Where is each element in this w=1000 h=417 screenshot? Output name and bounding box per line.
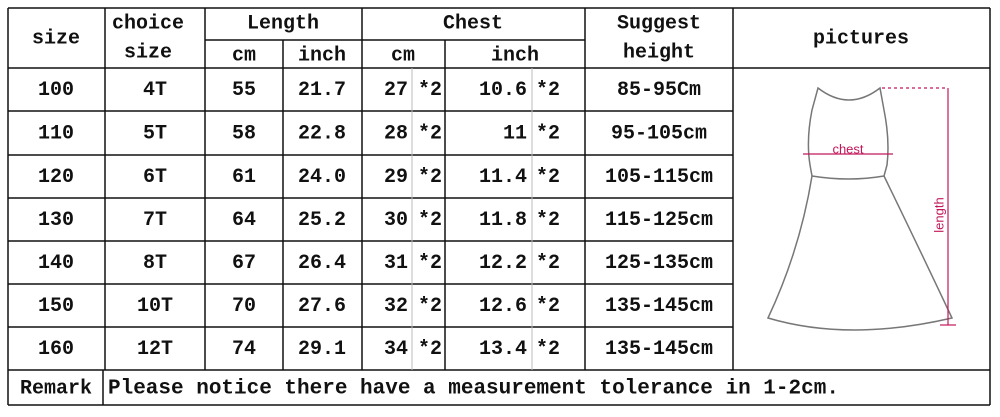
table-cell: 6T: [143, 166, 167, 189]
table-cell: 67: [232, 252, 256, 275]
table-cell: *2: [536, 166, 560, 189]
table-cell: 7T: [143, 209, 167, 232]
table-cell: 29.1: [298, 338, 346, 361]
table-cell: 135-145cm: [605, 338, 713, 361]
table-cell: 11.4: [479, 166, 527, 189]
header-cell: Suggest: [617, 12, 701, 35]
header-cell: choice: [112, 12, 184, 35]
table-cell: 11: [503, 122, 527, 145]
subheader-cell: cm: [232, 44, 256, 67]
table-cell: *2: [536, 338, 560, 361]
table-cell: 27.6: [298, 295, 346, 318]
table-cell: 34: [384, 338, 408, 361]
table-cell: 25.2: [298, 209, 346, 232]
table-cell: 85-95Cm: [617, 79, 701, 102]
table-cell: *2: [418, 166, 442, 189]
table-cell: 140: [38, 252, 74, 275]
table-cell: 24.0: [298, 166, 346, 189]
table-cell: 13.4: [479, 338, 527, 361]
table-cell: 22.8: [298, 122, 346, 145]
table-cell: 21.7: [298, 79, 346, 102]
table-cell: 160: [38, 338, 74, 361]
table-cell: 120: [38, 166, 74, 189]
table-cell: *2: [418, 122, 442, 145]
table-cell: *2: [536, 79, 560, 102]
subheader-cell: cm: [391, 44, 415, 67]
header-cell: pictures: [813, 27, 909, 50]
table-cell: 12.2: [479, 252, 527, 275]
table-cell: 110: [38, 122, 74, 145]
table-cell: *2: [536, 122, 560, 145]
table-cell: *2: [536, 252, 560, 275]
subheader-cell: inch: [491, 44, 539, 67]
header-cell: Length: [247, 12, 319, 35]
remark-label: Remark: [20, 377, 92, 400]
header-cell: height: [623, 41, 695, 64]
table-cell: *2: [418, 295, 442, 318]
table-cell: 29: [384, 166, 408, 189]
table-cell: 70: [232, 295, 256, 318]
table-cell: 8T: [143, 252, 167, 275]
table-cell: 74: [232, 338, 256, 361]
header-cell: Chest: [443, 12, 503, 35]
table-lines: [7, 7, 991, 406]
table-cell: 28: [384, 122, 408, 145]
table-cell: 125-135cm: [605, 252, 713, 275]
length-label: length: [931, 197, 946, 232]
table-cell: 27: [384, 79, 408, 102]
table-cell: 130: [38, 209, 74, 232]
table-cell: 12T: [137, 338, 173, 361]
table-cell: 64: [232, 209, 256, 232]
header-cell: size: [32, 27, 80, 50]
table-cell: 95-105cm: [611, 122, 707, 145]
table-cell: 12.6: [479, 295, 527, 318]
table-cell: 55: [232, 79, 256, 102]
table-cell: 11.8: [479, 209, 527, 232]
table-cell: 10T: [137, 295, 173, 318]
table-cell: 100: [38, 79, 74, 102]
table-cell: *2: [536, 295, 560, 318]
subheader-cell: inch: [298, 44, 346, 67]
remark-text: Please notice there have a measurement t…: [108, 378, 839, 401]
table-cell: *2: [418, 252, 442, 275]
table-cell: 30: [384, 209, 408, 232]
table-cell: 115-125cm: [605, 209, 713, 232]
chest-label: chest: [832, 141, 863, 156]
table-cell: 10.6: [479, 79, 527, 102]
table-cell: *2: [418, 338, 442, 361]
table-cell: 5T: [143, 122, 167, 145]
table-cell: *2: [536, 209, 560, 232]
table-cell: 105-115cm: [605, 166, 713, 189]
table-cell: 150: [38, 295, 74, 318]
table-cell: 61: [232, 166, 256, 189]
table-cell: 31: [384, 252, 408, 275]
table-cell: *2: [418, 79, 442, 102]
dimension-lines: [803, 87, 956, 326]
table-cell: 26.4: [298, 252, 346, 275]
table-cell: *2: [418, 209, 442, 232]
table-cell: 32: [384, 295, 408, 318]
table-cell: 58: [232, 122, 256, 145]
table-cell: 135-145cm: [605, 295, 713, 318]
dress-drawing: [766, 86, 954, 331]
header-cell: size: [124, 41, 172, 64]
table-cell: 4T: [143, 79, 167, 102]
